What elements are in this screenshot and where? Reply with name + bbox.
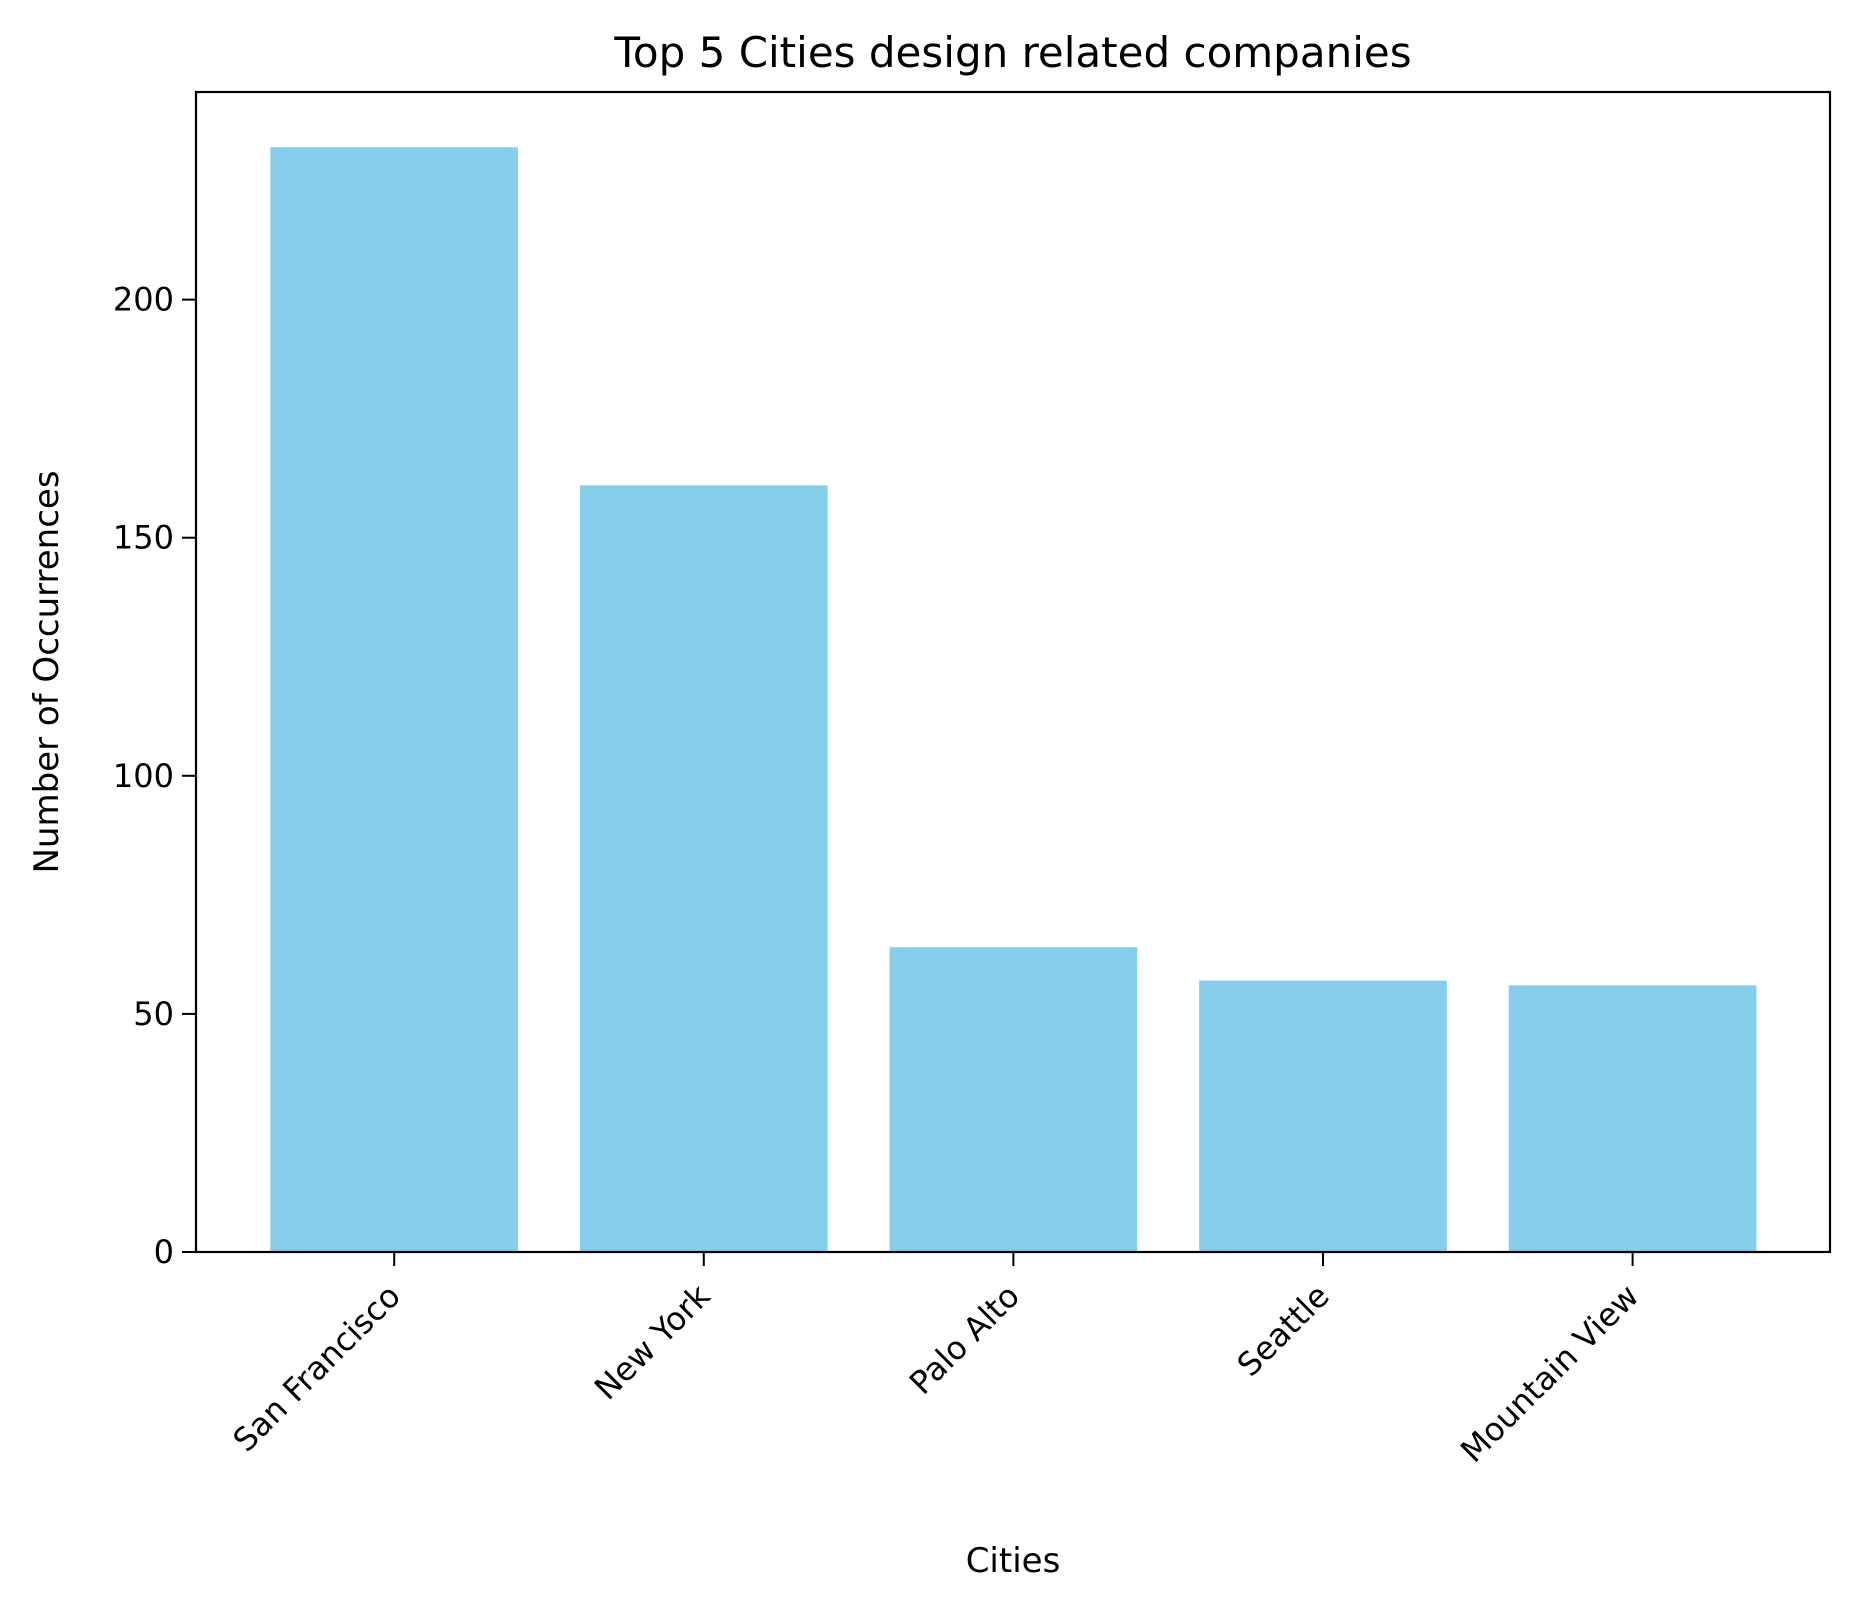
bar-seattle: [1199, 980, 1447, 1252]
bar-san-francisco: [270, 147, 519, 1253]
bar-mountain-view: [1508, 985, 1757, 1252]
y-tick-label: 100: [113, 757, 174, 795]
x-axis: San Francisco New York Palo Alto Seattle Mou…: [226, 1252, 1646, 1470]
bar-new-york: [579, 485, 828, 1252]
y-axis: 0 50 100 150 200: [113, 281, 196, 1271]
x-tick-label: Mountain View: [1453, 1277, 1646, 1470]
x-tick-label: San Francisco: [226, 1277, 408, 1459]
x-tick-label: Seattle: [1230, 1277, 1337, 1384]
y-tick-label: 0: [154, 1233, 174, 1271]
x-axis-label: Cities: [966, 1541, 1061, 1581]
bar-palo-alto: [889, 947, 1138, 1252]
plot-frame: [194, 90, 1832, 1254]
y-tick-label: 50: [133, 995, 174, 1033]
x-tick-label: Palo Alto: [902, 1277, 1027, 1402]
y-tick-label: 150: [113, 519, 174, 557]
y-axis-label: Number of Occurrences: [27, 470, 67, 873]
x-tick-label: New York: [587, 1276, 718, 1407]
chart-title: Top 5 Cities design related companies: [613, 28, 1411, 77]
y-tick-label: 200: [113, 281, 174, 319]
bars-group: [270, 147, 1757, 1253]
